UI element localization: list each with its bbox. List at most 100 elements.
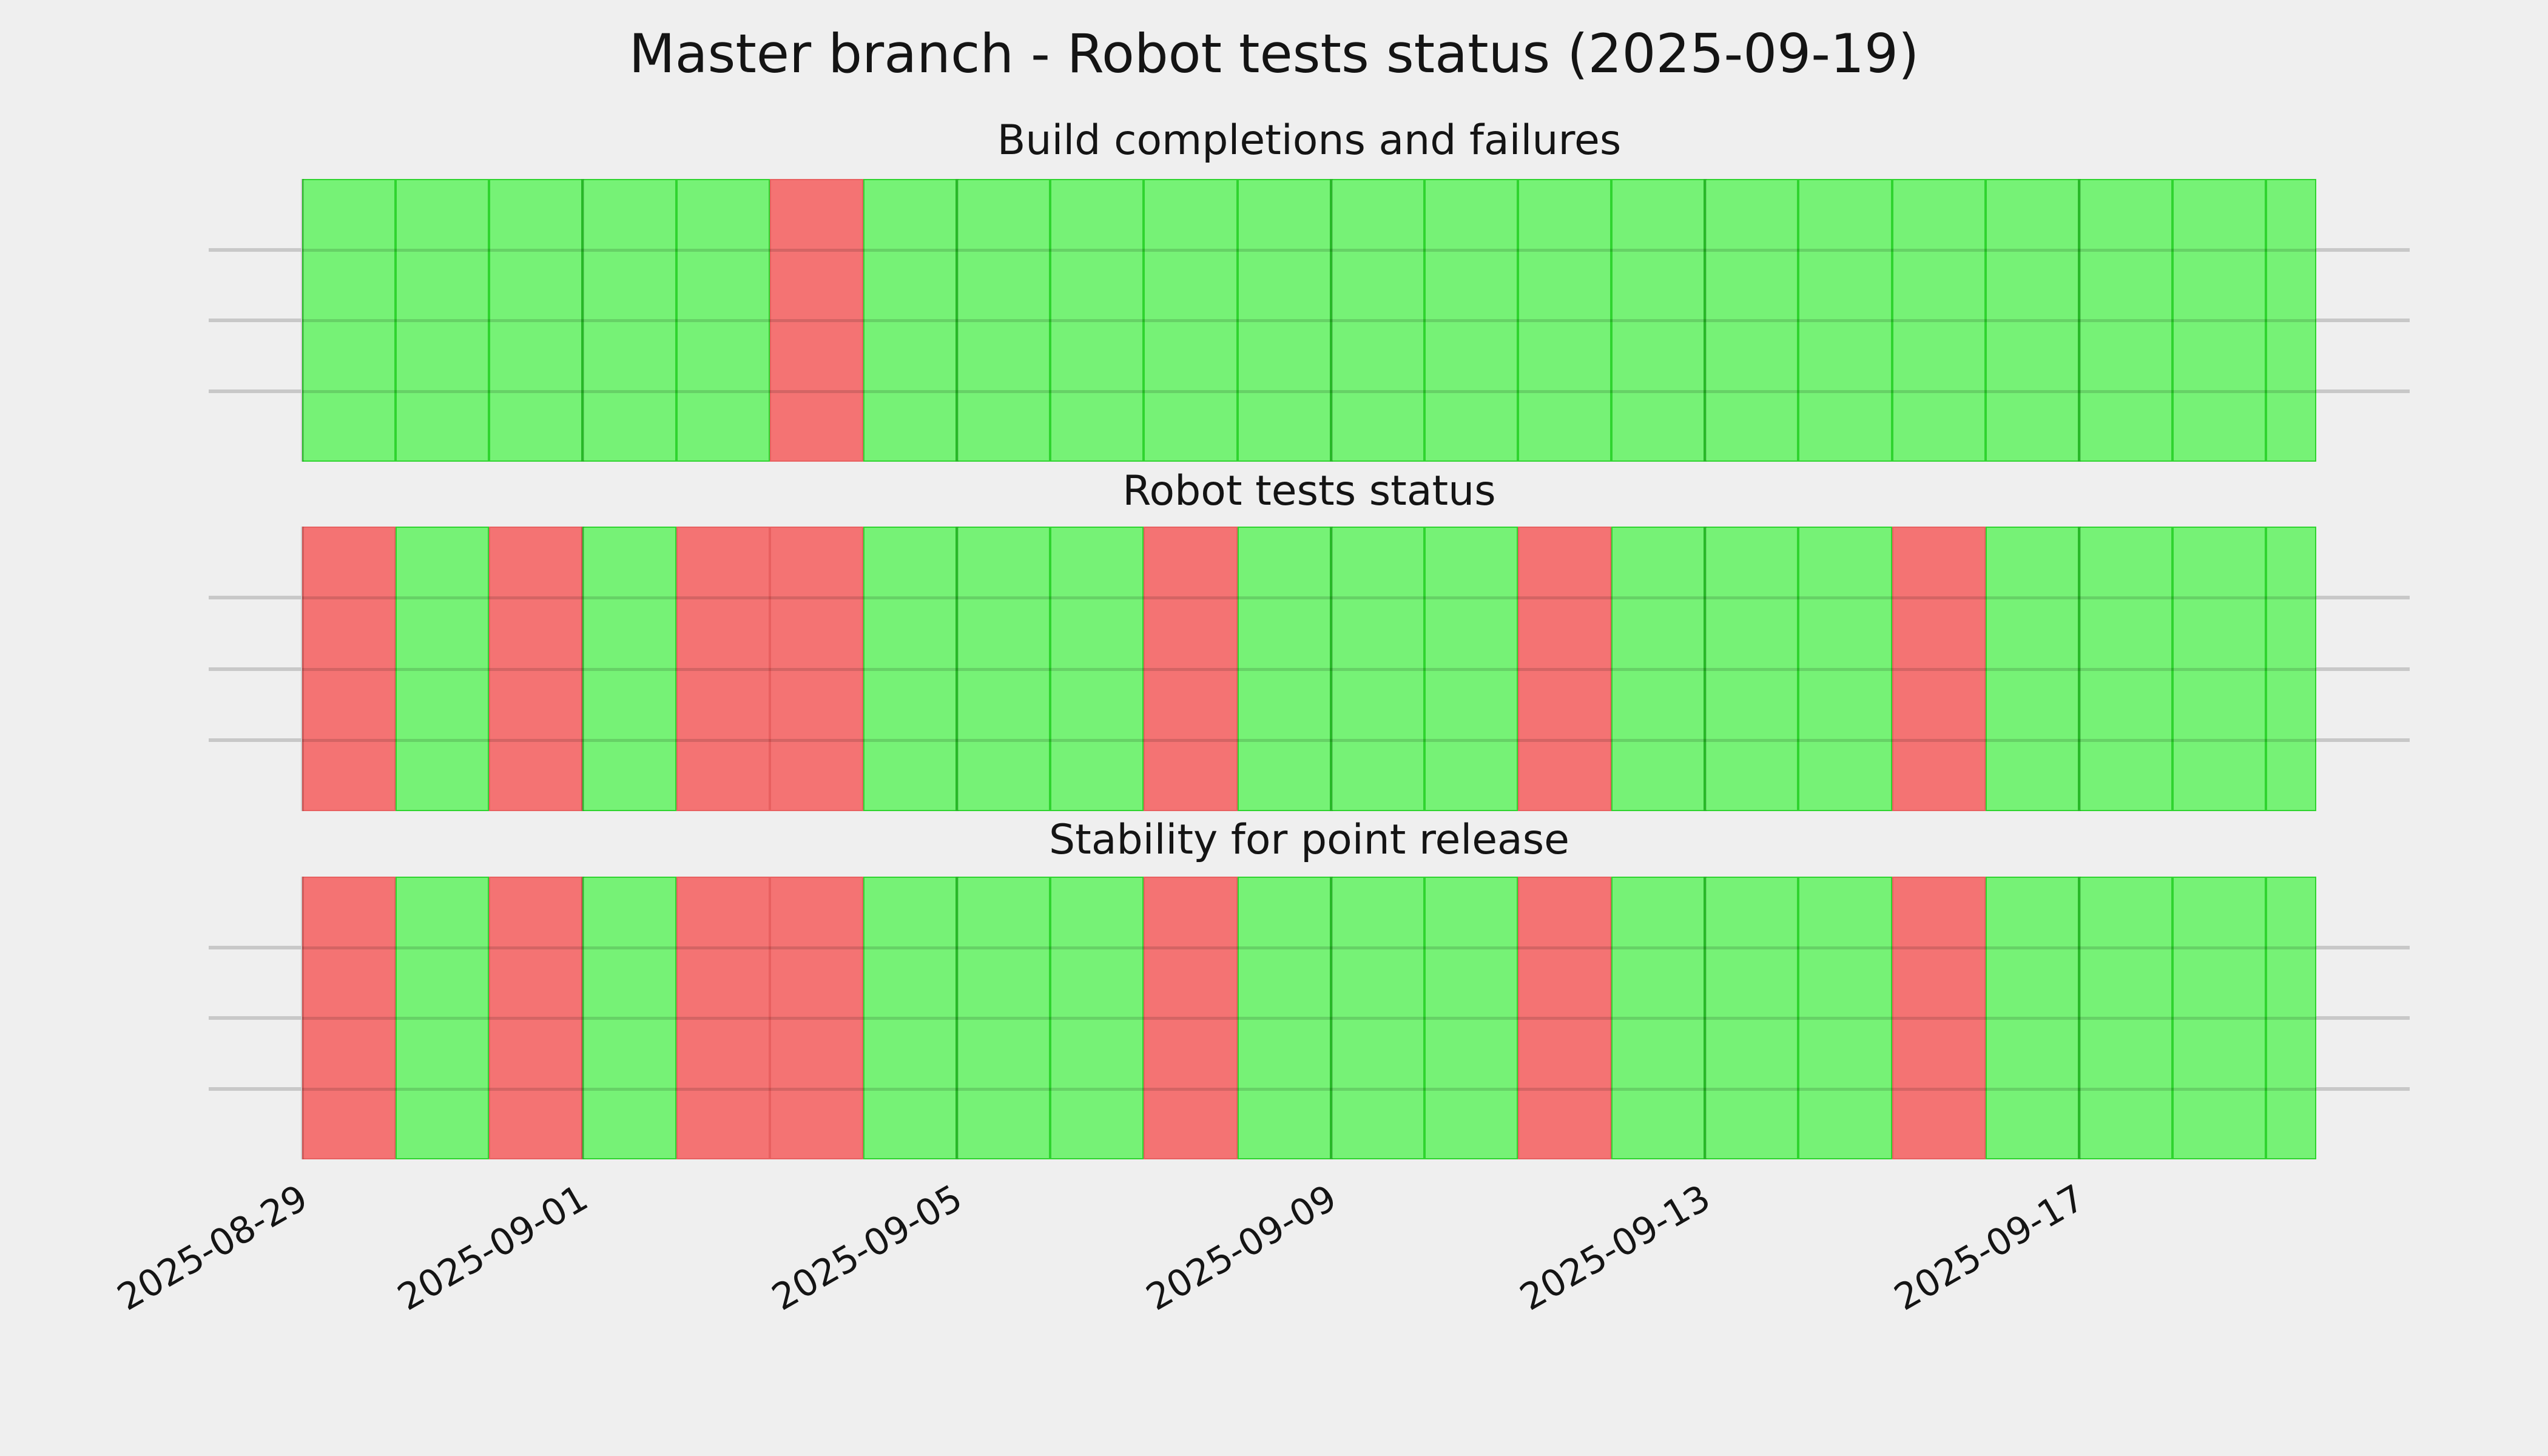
status-band-2025-08-29 bbox=[302, 527, 396, 811]
status-band-2025-09-17 bbox=[2079, 527, 2172, 811]
status-band-2025-09-18 bbox=[2172, 877, 2266, 1159]
status-band-2025-09-16 bbox=[1986, 179, 2079, 462]
gridline-h bbox=[302, 668, 2316, 671]
status-band-2025-09-19 bbox=[2266, 877, 2316, 1159]
subplot-axes-3 bbox=[301, 877, 2316, 1159]
x-tick-label-2025-08-29: 2025-08-29 bbox=[110, 1176, 315, 1320]
y-axis-tick-right bbox=[2316, 596, 2410, 599]
y-axis-tick-left bbox=[209, 596, 302, 599]
y-axis-tick-right bbox=[2316, 1087, 2410, 1091]
status-band-2025-09-01 bbox=[582, 877, 676, 1159]
status-band-2025-09-18 bbox=[2172, 527, 2266, 811]
gridline-h bbox=[302, 946, 2316, 949]
gridline-v bbox=[581, 179, 584, 462]
subplot-axes-2 bbox=[301, 527, 2316, 811]
status-band-2025-09-08 bbox=[1238, 877, 1331, 1159]
x-tick-label-2025-09-05: 2025-09-05 bbox=[765, 1176, 969, 1320]
status-band-2025-09-03 bbox=[770, 877, 863, 1159]
status-band-2025-09-13 bbox=[1705, 179, 1798, 462]
gridline-v bbox=[301, 527, 304, 811]
status-band-2025-09-04 bbox=[863, 877, 957, 1159]
y-axis-tick-left bbox=[209, 1087, 302, 1091]
subplot-title-robot-tests: Robot tests status bbox=[1122, 467, 1496, 515]
y-axis-tick-left bbox=[209, 318, 302, 322]
status-band-2025-09-01 bbox=[582, 527, 676, 811]
gridline-v bbox=[956, 877, 959, 1159]
y-axis-tick-right bbox=[2316, 248, 2410, 252]
status-band-2025-09-17 bbox=[2079, 179, 2172, 462]
x-tick-label-2025-09-13: 2025-09-13 bbox=[1513, 1176, 1717, 1320]
gridline-v bbox=[1704, 179, 1707, 462]
status-band-2025-09-08 bbox=[1238, 527, 1331, 811]
status-band-2025-08-31 bbox=[489, 527, 582, 811]
status-band-2025-09-11 bbox=[1518, 877, 1611, 1159]
gridline-h bbox=[302, 1088, 2316, 1091]
status-band-2025-09-02 bbox=[676, 877, 770, 1159]
status-band-2025-09-02 bbox=[676, 179, 770, 462]
subplot-axes-1 bbox=[301, 179, 2316, 462]
status-band-2025-09-18 bbox=[2172, 179, 2266, 462]
y-axis-tick-left bbox=[209, 946, 302, 949]
status-band-2025-09-09 bbox=[1331, 877, 1424, 1159]
status-band-2025-09-05 bbox=[957, 877, 1050, 1159]
status-band-2025-09-05 bbox=[957, 179, 1050, 462]
status-band-2025-09-15 bbox=[1892, 179, 1986, 462]
gridline-v bbox=[956, 179, 959, 462]
gridline-h bbox=[302, 1017, 2316, 1020]
status-band-2025-09-15 bbox=[1892, 527, 1986, 811]
gridline-h bbox=[302, 739, 2316, 742]
status-band-2025-09-10 bbox=[1424, 877, 1518, 1159]
gridline-h bbox=[302, 249, 2316, 252]
y-axis-tick-left bbox=[209, 389, 302, 393]
status-band-2025-09-07 bbox=[1144, 527, 1238, 811]
gridline-v bbox=[1704, 877, 1707, 1159]
status-band-2025-08-29 bbox=[302, 179, 396, 462]
gridline-v bbox=[1330, 179, 1333, 462]
y-axis-tick-right bbox=[2316, 946, 2410, 949]
y-axis-tick-right bbox=[2316, 318, 2410, 322]
status-band-2025-08-30 bbox=[396, 877, 489, 1159]
status-band-2025-09-19 bbox=[2266, 527, 2316, 811]
x-tick-label-2025-09-09: 2025-09-09 bbox=[1139, 1176, 1344, 1320]
status-band-2025-09-11 bbox=[1518, 527, 1611, 811]
status-band-2025-09-04 bbox=[863, 527, 957, 811]
status-band-2025-09-13 bbox=[1705, 877, 1798, 1159]
status-band-2025-09-12 bbox=[1611, 877, 1705, 1159]
gridline-v bbox=[956, 527, 959, 811]
status-band-2025-09-04 bbox=[863, 179, 957, 462]
gridline-v bbox=[1330, 877, 1333, 1159]
y-axis-tick-right bbox=[2316, 738, 2410, 742]
gridline-v bbox=[301, 179, 304, 462]
gridline-v bbox=[2078, 877, 2081, 1159]
status-band-2025-09-07 bbox=[1144, 179, 1238, 462]
status-band-2025-08-30 bbox=[396, 527, 489, 811]
y-axis-tick-left bbox=[209, 738, 302, 742]
gridline-v bbox=[301, 877, 304, 1159]
status-band-2025-08-31 bbox=[489, 179, 582, 462]
status-band-2025-09-03 bbox=[770, 179, 863, 462]
y-axis-tick-right bbox=[2316, 667, 2410, 671]
subplot-title-build-completions: Build completions and failures bbox=[997, 116, 1622, 164]
status-band-2025-09-06 bbox=[1050, 179, 1144, 462]
status-band-2025-09-14 bbox=[1798, 527, 1892, 811]
status-band-2025-09-05 bbox=[957, 527, 1050, 811]
y-axis-tick-right bbox=[2316, 389, 2410, 393]
status-band-2025-09-16 bbox=[1986, 527, 2079, 811]
gridline-v bbox=[2078, 179, 2081, 462]
status-band-2025-09-01 bbox=[582, 179, 676, 462]
status-band-2025-09-07 bbox=[1144, 877, 1238, 1159]
status-band-2025-09-08 bbox=[1238, 179, 1331, 462]
status-band-2025-09-13 bbox=[1705, 527, 1798, 811]
gridline-v bbox=[1704, 527, 1707, 811]
status-band-2025-09-06 bbox=[1050, 527, 1144, 811]
status-band-2025-09-19 bbox=[2266, 179, 2316, 462]
status-band-2025-09-14 bbox=[1798, 877, 1892, 1159]
gridline-h bbox=[302, 319, 2316, 322]
status-band-2025-09-10 bbox=[1424, 179, 1518, 462]
figure-title: Master branch - Robot tests status (2025… bbox=[629, 22, 1919, 85]
status-band-2025-09-16 bbox=[1986, 877, 2079, 1159]
status-band-2025-09-14 bbox=[1798, 179, 1892, 462]
x-tick-label-2025-09-01: 2025-09-01 bbox=[391, 1176, 595, 1320]
subplot-title-stability: Stability for point release bbox=[1049, 816, 1569, 864]
